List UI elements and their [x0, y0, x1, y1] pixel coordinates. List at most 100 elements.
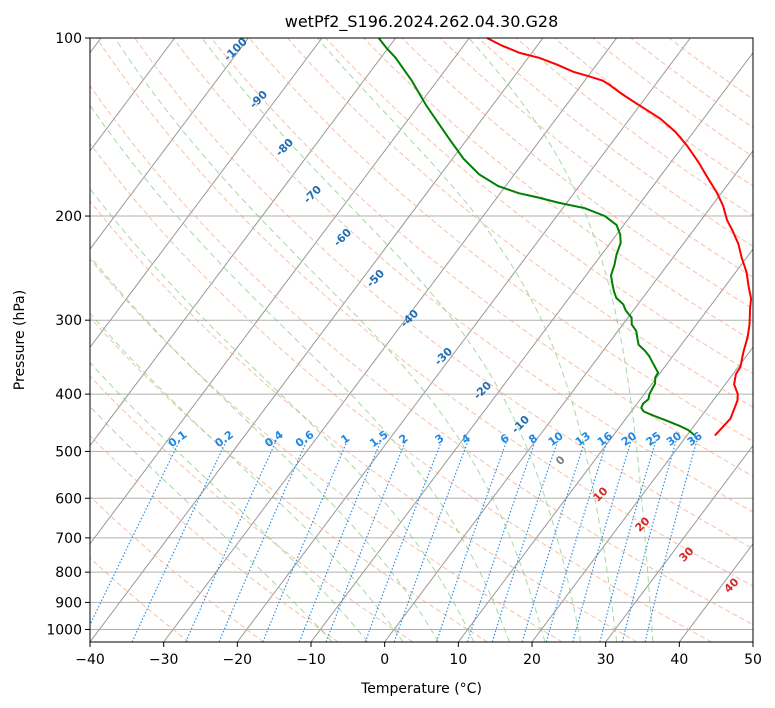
- mixing-ratio-line: [298, 440, 382, 642]
- dry-adiabat-label: -30: [432, 345, 455, 368]
- isotherm-line: [90, 38, 249, 250]
- background-lines: [90, 38, 753, 642]
- mixing-ratio-label: 1.5: [367, 428, 390, 450]
- isotherm-line: [531, 346, 753, 642]
- dry-adiabat-label: 0: [553, 453, 568, 468]
- x-tick-label: 10: [449, 652, 467, 668]
- y-tick-label: 100: [55, 31, 82, 47]
- dry-adiabat-label: -60: [331, 226, 354, 249]
- mixing-ratio-line: [572, 440, 632, 642]
- y-tick-label: 900: [55, 595, 82, 611]
- moist-adiabat-line: [90, 104, 510, 642]
- mixing-ratio-line: [599, 440, 657, 642]
- plot-frame: [89, 37, 754, 643]
- moist-adiabat-line: [90, 405, 333, 642]
- profile-lines: [377, 38, 753, 437]
- mixing-ratio-label: 8: [526, 432, 540, 447]
- x-axis-label: Temperature (°C): [360, 681, 482, 697]
- moist-adiabat-line: [468, 38, 654, 642]
- isotherm-line: [457, 248, 753, 642]
- x-tick-label: −20: [223, 652, 253, 668]
- mixing-ratio-label: 0.4: [262, 428, 286, 450]
- x-tick-label: −10: [296, 652, 326, 668]
- x-tick-label: −40: [75, 652, 105, 668]
- dry-adiabat-line: [90, 258, 563, 642]
- dry-adiabat-line: [96, 38, 753, 587]
- isotherm-line: [163, 38, 618, 642]
- y-tick-label: 600: [55, 491, 82, 507]
- dry-adiabat-label: -50: [364, 267, 387, 290]
- y-tick-label: 500: [55, 444, 82, 460]
- x-tick-label: 30: [597, 652, 615, 668]
- moist-adiabat-line: [114, 38, 546, 642]
- isotherm-line: [90, 38, 176, 152]
- dry-adiabat-line: [134, 38, 753, 550]
- mixing-ratio-label: 16: [595, 429, 615, 449]
- mixing-ratio-line: [644, 440, 698, 642]
- dry-adiabat-label: -10: [509, 413, 532, 436]
- dry-adiabat-line: [90, 557, 190, 642]
- mixing-ratio-line: [364, 440, 443, 642]
- dry-adiabat-line: [554, 38, 753, 187]
- mixing-ratio-line: [491, 440, 559, 642]
- dry-adiabat-label: 20: [633, 514, 653, 534]
- dry-adiabat-label: 10: [591, 484, 611, 504]
- isotherm-line: [90, 38, 470, 545]
- mixing-ratio-line: [466, 440, 536, 642]
- moist-adiabat-line: [90, 255, 439, 642]
- dry-adiabat-line: [90, 200, 638, 642]
- mixing-ratio-label: 0.1: [166, 428, 189, 450]
- dry-adiabat-line: [90, 84, 753, 626]
- mixing-ratio-label: 30: [664, 429, 684, 449]
- y-tick-label: 200: [55, 209, 82, 225]
- dry-adiabat-label: -80: [273, 136, 296, 159]
- mixing-ratio-label: 6: [498, 431, 512, 446]
- dry-adiabat-line: [439, 38, 753, 278]
- mixing-ratio-line: [545, 440, 608, 642]
- dry-adiabat-line: [477, 38, 753, 247]
- mixing-ratio-line: [521, 440, 586, 642]
- dry-adiabat-line: [325, 38, 753, 375]
- y-tick-label: 300: [55, 313, 82, 329]
- mixing-ratio-line: [393, 440, 469, 642]
- x-axis: −40 −30 −20 −10 0 10 20 30 40 50: [75, 642, 762, 668]
- mixing-ratio-label: 0.6: [293, 428, 317, 450]
- dry-adiabat-line: [172, 38, 753, 513]
- dry-adiabat-line: [90, 495, 264, 642]
- mixing-ratio-line: [435, 440, 508, 642]
- y-tick-label: 1000: [46, 622, 82, 638]
- isotherm-line: [90, 38, 323, 349]
- moist-adiabat-line: [90, 361, 369, 642]
- x-tick-label: 40: [670, 652, 688, 668]
- mixing-ratio-line: [90, 440, 181, 627]
- isotherm-line: [384, 150, 753, 642]
- mixing-ratio-label: 0.2: [213, 428, 236, 450]
- isotherm-line: [90, 38, 397, 447]
- x-tick-label: 20: [523, 652, 541, 668]
- dry-adiabat-label: -40: [398, 307, 421, 330]
- mixing-ratio-label: 4: [459, 431, 473, 446]
- dewpoint-profile: [377, 38, 696, 437]
- y-tick-label: 800: [55, 565, 82, 581]
- y-axis: 1000 900 800 700 600 500 400 300 200 100: [46, 31, 90, 638]
- dry-adiabat-line: [90, 316, 488, 642]
- dry-adiabat-line: [90, 142, 712, 642]
- isotherm-line: [752, 641, 753, 642]
- moist-adiabat-line: [90, 312, 404, 642]
- dry-adiabat-label: -20: [471, 379, 494, 402]
- mixing-ratio-line: [262, 440, 348, 642]
- x-tick-label: −30: [149, 652, 179, 668]
- mixing-ratio-label: 25: [644, 429, 664, 449]
- isotherm-line: [605, 444, 753, 642]
- dry-adiabat-line: [363, 38, 753, 342]
- dry-adiabat-line: [287, 38, 753, 408]
- dry-adiabat-line: [90, 375, 414, 642]
- y-axis-label: Pressure (hPa): [12, 290, 28, 390]
- mixing-ratio-line: [131, 440, 227, 642]
- isotherm-line: [90, 38, 544, 642]
- mixing-ratio-line: [621, 440, 677, 642]
- x-tick-label: 50: [744, 652, 762, 668]
- dry-adiabat-line: [90, 435, 339, 642]
- mixing-ratio-line: [185, 440, 277, 642]
